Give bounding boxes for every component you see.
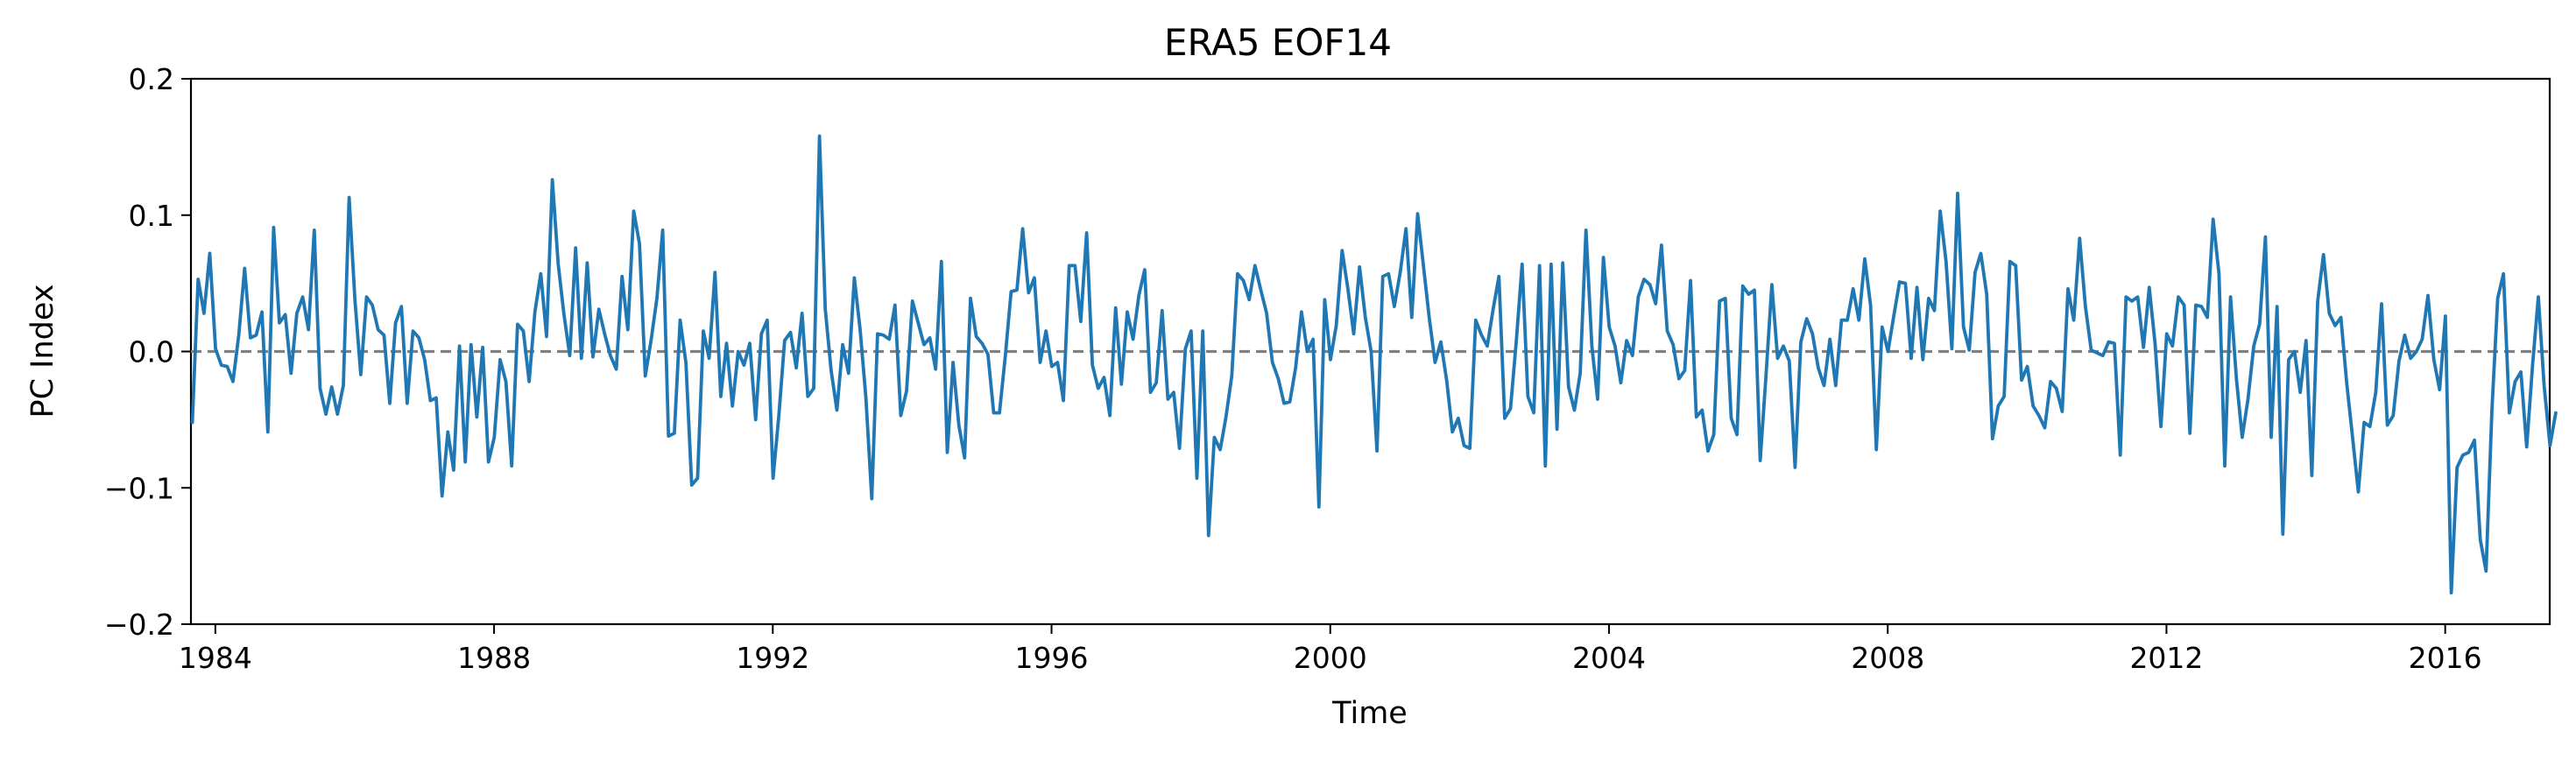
plot-area: 1984 1988 1992 1996 2000 2004 2008 2012 2016 −0.… bbox=[104, 62, 2558, 675]
y-axis-ticks: −0.2 −0.1 0.0 0.1 0.2 bbox=[104, 62, 191, 642]
y-tick-label: 0.2 bbox=[129, 62, 174, 96]
x-tick-label: 1984 bbox=[179, 641, 252, 675]
y-tick-label: 0.1 bbox=[129, 199, 174, 233]
x-tick-label: 2000 bbox=[1294, 641, 1367, 675]
series-line-pc-index bbox=[190, 134, 2558, 595]
x-tick-label: 2008 bbox=[1851, 641, 1924, 675]
chart-title: ERA5 EOF14 bbox=[1164, 21, 1392, 64]
x-axis-label: Time bbox=[1331, 696, 1408, 731]
x-tick-label: 1992 bbox=[736, 641, 809, 675]
x-axis-ticks: 1984 1988 1992 1996 2000 2004 2008 2012 2016 bbox=[179, 624, 2482, 675]
x-tick-label: 2004 bbox=[1572, 641, 1646, 675]
y-tick-label: −0.2 bbox=[104, 608, 174, 642]
x-tick-label: 1988 bbox=[457, 641, 531, 675]
x-tick-label: 2016 bbox=[2409, 641, 2482, 675]
y-tick-label: −0.1 bbox=[104, 471, 174, 505]
x-tick-label: 1996 bbox=[1015, 641, 1089, 675]
y-tick-label: 0.0 bbox=[129, 335, 174, 369]
x-tick-label: 2012 bbox=[2129, 641, 2203, 675]
y-axis-label: PC Index bbox=[25, 284, 60, 418]
